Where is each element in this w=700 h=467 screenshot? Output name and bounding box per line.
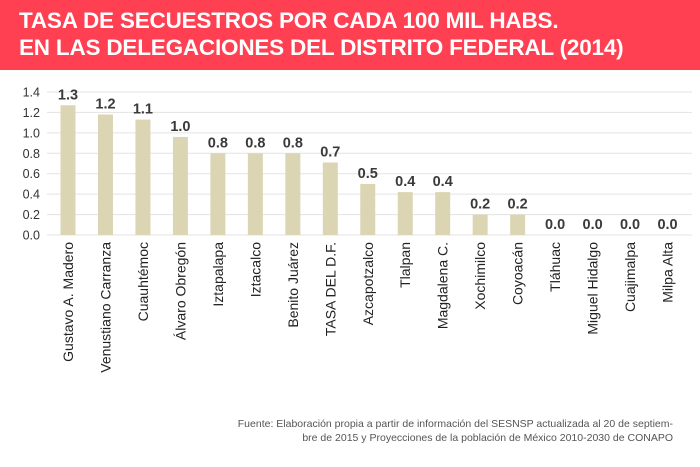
bar (397, 192, 413, 235)
data-label: 1.3 (58, 87, 78, 103)
bar (360, 183, 376, 235)
bar (135, 119, 151, 235)
data-label: 0.8 (208, 135, 228, 151)
data-label: 0.2 (470, 197, 490, 213)
category-label: Miguel Hidalgo (585, 242, 601, 335)
bar (172, 136, 188, 235)
bar (210, 153, 226, 235)
chart-title-line-1: TASA DE SECUESTROS POR CADA 100 MIL HABS… (19, 8, 559, 33)
category-label: Milpa Alta (660, 242, 676, 303)
data-label: 1.2 (95, 96, 115, 112)
y-tick-label: 0.8 (23, 147, 40, 161)
bar-chart: 0.0 0.2 0.4 0.6 0.8 1.0 1.2 1.4 1.3 Gustavo A. Ma… (23, 86, 692, 373)
bar (322, 162, 338, 235)
y-tick-label: 1.2 (23, 106, 40, 120)
data-label: 1.1 (133, 102, 153, 118)
data-label: 0.0 (583, 217, 603, 233)
bar (60, 105, 76, 236)
bar (510, 214, 526, 235)
data-label: 0.8 (245, 135, 265, 151)
data-label: 0.2 (508, 197, 528, 213)
data-label: 0.8 (283, 135, 303, 151)
data-label: 0.4 (433, 174, 453, 190)
data-label: 0.0 (657, 217, 677, 233)
source-note-line-1: Fuente: Elaboración propia a partir de i… (237, 418, 673, 430)
category-label: Álvaro Obregón (172, 242, 188, 340)
y-tick-label: 0.6 (23, 167, 40, 181)
chart-header: TASA DE SECUESTROS POR CADA 100 MIL HABS… (0, 0, 700, 70)
source-note: Fuente: Elaboración propia a partir de i… (213, 417, 673, 445)
category-label: Iztacalco (247, 242, 263, 297)
data-label: 1.0 (170, 119, 190, 135)
data-label: 0.0 (620, 217, 640, 233)
category-label: Cuauhtémoc (135, 242, 151, 321)
category-label: Benito Juárez (285, 242, 301, 328)
source-note-line-2: bre de 2015 y Proyecciones de la poblaci… (302, 432, 673, 444)
bar (247, 153, 263, 235)
category-label: Coyoacán (510, 242, 526, 305)
category-label: Tlalpan (397, 242, 413, 288)
category-label: Tláhuac (547, 242, 563, 292)
category-label: Xochimilco (472, 242, 488, 310)
bar (435, 192, 451, 235)
category-label: TASA DEL D.F. (322, 242, 338, 336)
category-label: Venustiano Carranza (97, 242, 113, 373)
y-tick-label: 1.4 (23, 86, 40, 100)
y-tick-label: 0.0 (23, 229, 40, 243)
chart-title-line-2: EN LAS DELEGACIONES DEL DISTRITO FEDERAL… (19, 35, 624, 60)
y-tick-label: 0.2 (23, 208, 40, 222)
category-label: Gustavo A. Madero (60, 242, 76, 362)
data-label: 0.0 (545, 217, 565, 233)
category-label: Magdalena C. (435, 242, 451, 329)
y-tick-label: 1.0 (23, 126, 40, 140)
category-label: Iztapalapa (210, 242, 226, 307)
bar (285, 153, 301, 235)
category-label: Cuajimalpa (622, 242, 638, 312)
y-tick-label: 0.4 (23, 188, 40, 202)
data-label: 0.7 (320, 144, 340, 160)
bar (472, 214, 488, 235)
data-label: 0.5 (358, 166, 378, 182)
bar (97, 114, 113, 235)
category-label: Azcapotzalco (360, 242, 376, 325)
data-label: 0.4 (395, 174, 415, 190)
